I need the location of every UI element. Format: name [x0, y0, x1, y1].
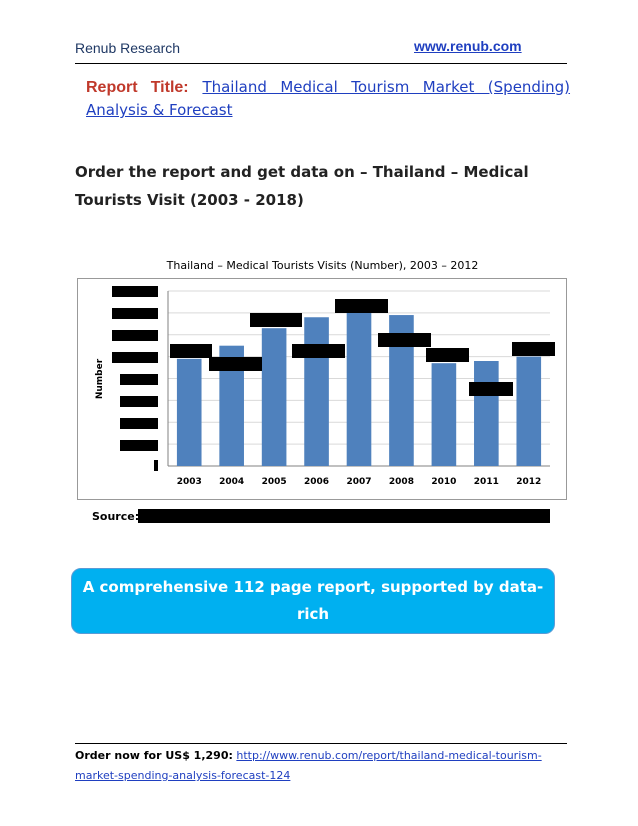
x-tick-label: 2011 — [474, 477, 499, 487]
y-tick-redaction — [112, 308, 158, 319]
bar-2006 — [304, 317, 329, 466]
website-link[interactable]: www.renub.com — [414, 38, 522, 54]
footer-divider — [75, 743, 567, 744]
header-divider — [75, 63, 567, 64]
bar-2012 — [516, 356, 542, 466]
banner-line-1: A comprehensive 112 page report, support… — [82, 578, 544, 623]
y-tick-redaction — [120, 374, 158, 385]
y-tick-redaction — [112, 352, 158, 363]
data-label-redaction — [335, 299, 388, 313]
data-label-redaction — [209, 357, 262, 371]
order-line: Order the report and get data on – Thail… — [75, 163, 529, 209]
source-label: Source: — [92, 510, 140, 523]
source-redaction — [138, 509, 550, 523]
chart-title: Thailand – Medical Tourists Visits (Numb… — [166, 259, 479, 272]
promo-banner: A comprehensive 112 page report, support… — [71, 568, 555, 650]
y-tick-redaction — [120, 396, 158, 407]
x-tick-label: 2005 — [262, 477, 287, 487]
company-name: Renub Research — [75, 40, 181, 56]
chart-frame: 2003 2004 2005 2006 2007 2008 2010 2011 2012 Num… — [77, 278, 567, 500]
report-title-label: Report Title: — [86, 79, 189, 96]
bar-2011 — [474, 361, 499, 466]
y-tick-redaction — [120, 418, 158, 429]
report-title: Report Title: Thailand Medical Tourism M… — [86, 76, 570, 121]
y-tick-redaction — [112, 330, 158, 341]
data-label-redaction — [378, 333, 431, 347]
bar-2003 — [176, 358, 202, 466]
y-tick-redaction — [112, 286, 158, 297]
data-label-redaction — [469, 382, 513, 396]
x-tick-label: 2007 — [346, 477, 371, 487]
data-label-redaction — [170, 344, 212, 358]
bar-2007 — [346, 312, 372, 466]
x-tick-label: 2008 — [389, 477, 414, 487]
banner-line-2: 77 Figures and 15 Tables — [207, 632, 419, 650]
x-tick-label: 2006 — [304, 477, 329, 487]
data-label-redaction — [250, 313, 302, 327]
data-label-redaction — [426, 348, 469, 362]
footer-order-link[interactable]: http://www.renub.com/report/thailand-med… — [75, 749, 542, 782]
bar-chart: 2003 2004 2005 2006 2007 2008 2010 2011 2012 Num… — [95, 286, 555, 487]
footer-order-text: Order now for US$ 1,290: — [75, 749, 233, 762]
x-tick-label: 2003 — [177, 477, 202, 487]
bar-2010 — [431, 363, 457, 466]
x-tick-label: 2010 — [431, 477, 456, 487]
x-tick-label: 2012 — [516, 477, 541, 487]
y-axis-label: Number — [95, 358, 105, 399]
x-tick-label: 2004 — [219, 477, 244, 487]
chart-x-ticks: 2003 2004 2005 2006 2007 2008 2010 2011 2012 — [177, 477, 542, 487]
footer-order: Order now for US$ 1,290: http://www.renu… — [75, 746, 570, 786]
report-title-link[interactable]: Thailand Medical Tourism Market (Spendin… — [86, 78, 571, 119]
data-label-redaction — [512, 342, 555, 356]
y-tick-redaction — [154, 460, 158, 471]
bar-2005 — [261, 328, 287, 466]
chart-redactions — [112, 286, 555, 471]
data-label-redaction — [292, 344, 345, 358]
y-tick-redaction — [120, 440, 158, 451]
